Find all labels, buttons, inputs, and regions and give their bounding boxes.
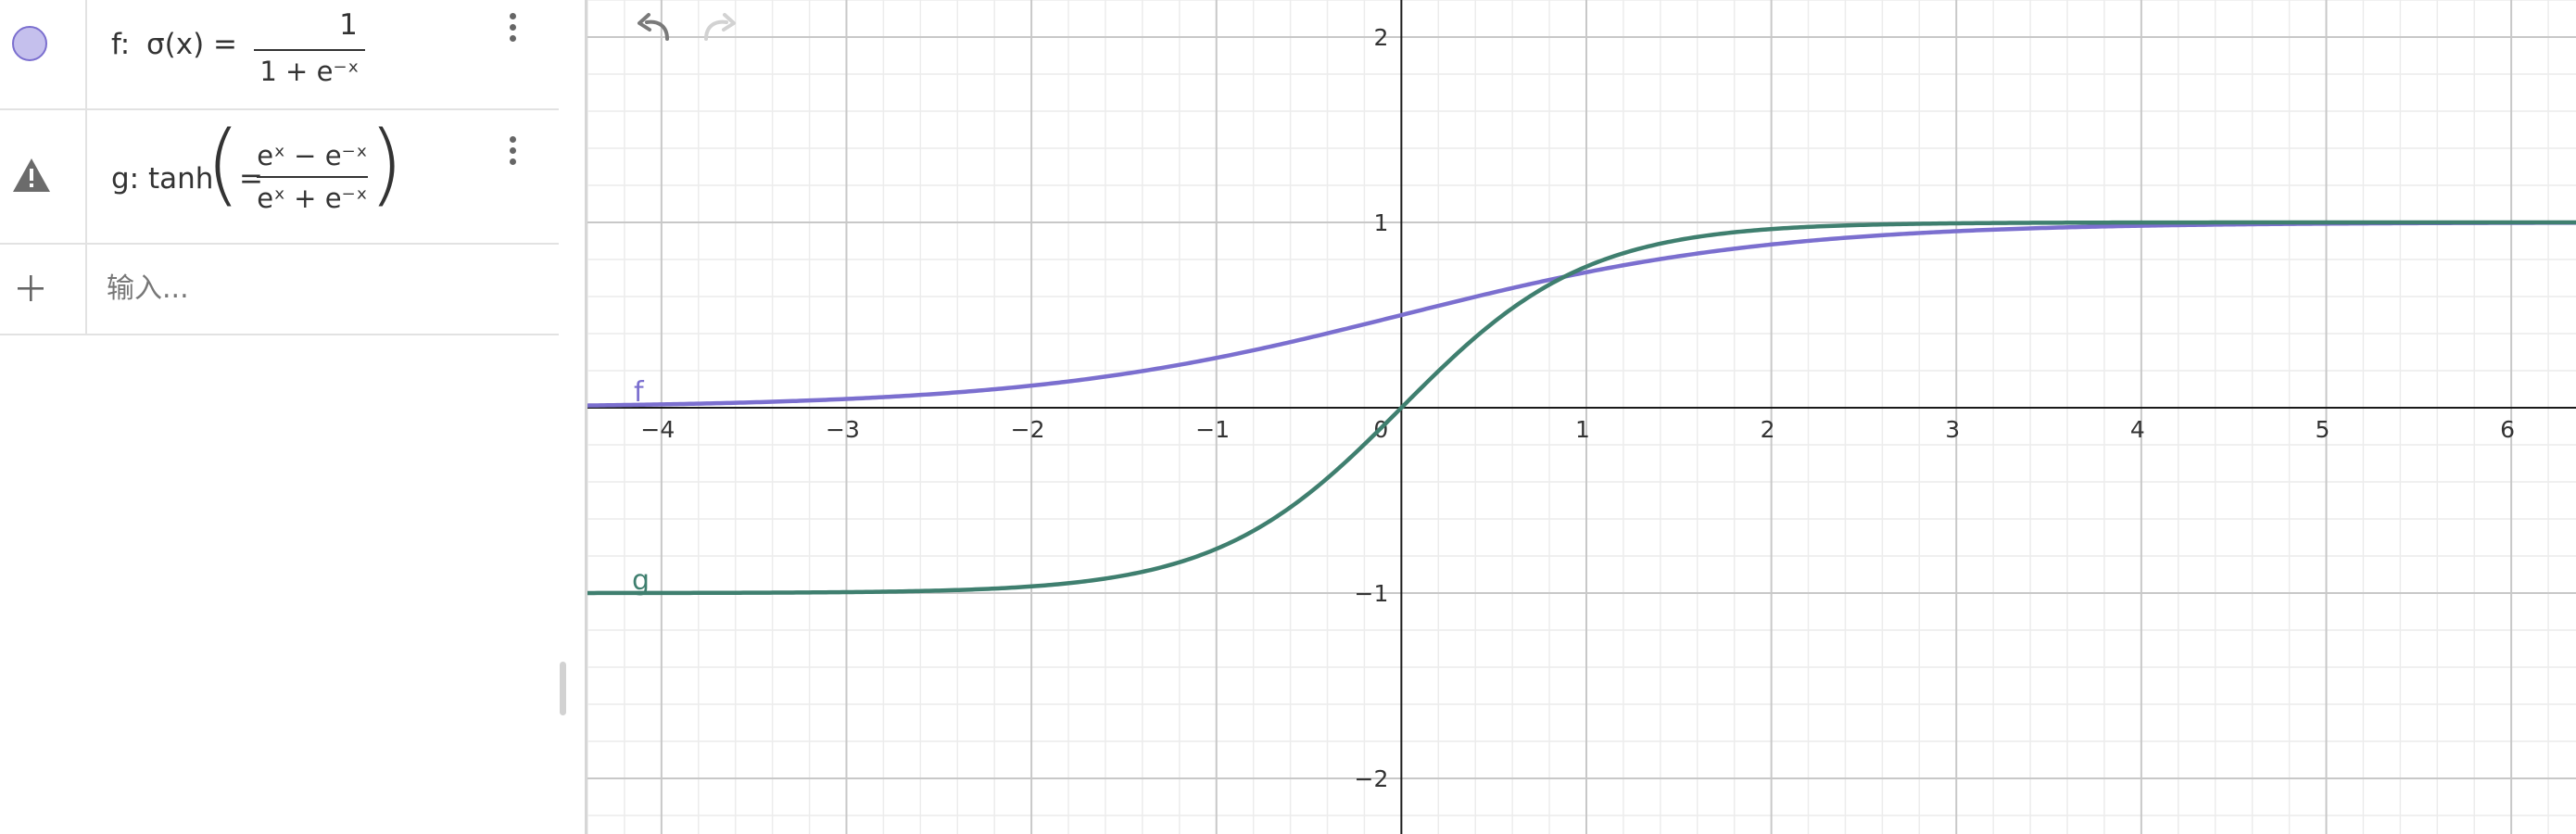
x-tick-label: 2: [1761, 416, 1775, 443]
panel-resize-handle[interactable]: [560, 662, 566, 715]
function-lhs-f: σ(x) =: [146, 28, 238, 61]
fraction-denominator-f: 1 + e⁻ˣ: [259, 56, 360, 87]
more-options-icon[interactable]: [503, 9, 522, 46]
more-options-icon[interactable]: [503, 133, 522, 170]
plus-icon[interactable]: [16, 273, 45, 303]
x-tick-label: 6: [2500, 416, 2515, 443]
x-tick-label: −4: [640, 416, 675, 443]
x-tick-label: 1: [1575, 416, 1590, 443]
x-tick-label: 3: [1945, 416, 1960, 443]
equals-sign-g: =: [239, 162, 263, 196]
function-name-f: f:: [111, 28, 131, 61]
add-column: [0, 245, 87, 334]
fraction-denominator-g: eˣ + e⁻ˣ: [257, 183, 368, 214]
close-parenthesis: ): [369, 112, 404, 216]
y-tick-label: −1: [1355, 580, 1389, 607]
fraction-numerator-f: 1: [339, 8, 358, 42]
fraction-numerator-g: eˣ − e⁻ˣ: [257, 140, 368, 171]
minor-grid: [587, 0, 2576, 834]
tick-labels: −4 −3 −2 −1 0 1 2 3 4 5 621−1−2: [640, 24, 2515, 792]
algebra-input-row[interactable]: [0, 245, 559, 335]
curve-f: [587, 221, 2576, 408]
axes: [587, 0, 2576, 834]
graph-canvas[interactable]: −4 −3 −2 −1 0 1 2 3 4 5 621−1−2 fg: [587, 0, 2576, 834]
x-tick-label: −3: [826, 416, 860, 443]
visibility-toggle-circle-icon[interactable]: [12, 26, 47, 61]
curve-g: [587, 220, 2576, 596]
algebra-input-field[interactable]: [105, 265, 535, 311]
undo-icon[interactable]: [634, 11, 678, 44]
warning-triangle-icon: [13, 158, 50, 192]
y-tick-label: 2: [1373, 24, 1388, 51]
algebra-row-g[interactable]: g: tanh ( = eˣ − e⁻ˣ eˣ + e⁻ˣ ): [0, 110, 559, 245]
algebra-panel: f: σ(x) = 1 1 + e⁻ˣ g: tanh ( = eˣ − e⁻ˣ…: [0, 0, 566, 834]
algebra-row-f[interactable]: f: σ(x) = 1 1 + e⁻ˣ: [0, 0, 559, 110]
curves: fg: [587, 220, 2576, 597]
visibility-column: [0, 0, 87, 108]
panel-divider[interactable]: [585, 0, 587, 834]
redo-icon[interactable]: [695, 11, 739, 44]
curve-label-f: f: [634, 376, 645, 409]
fraction-bar-f: [254, 49, 365, 51]
status-column: [0, 110, 87, 243]
x-tick-label: −1: [1195, 416, 1230, 443]
fraction-bar-g: [257, 176, 368, 178]
function-name-g: g: tanh: [111, 162, 214, 196]
x-tick-label: 5: [2316, 416, 2330, 443]
curve-label-g: g: [632, 564, 650, 597]
x-tick-label: 4: [2130, 416, 2145, 443]
y-tick-label: −2: [1355, 765, 1389, 792]
open-parenthesis: (: [206, 112, 241, 216]
x-tick-label: −2: [1011, 416, 1045, 443]
y-tick-label: 1: [1373, 209, 1388, 236]
